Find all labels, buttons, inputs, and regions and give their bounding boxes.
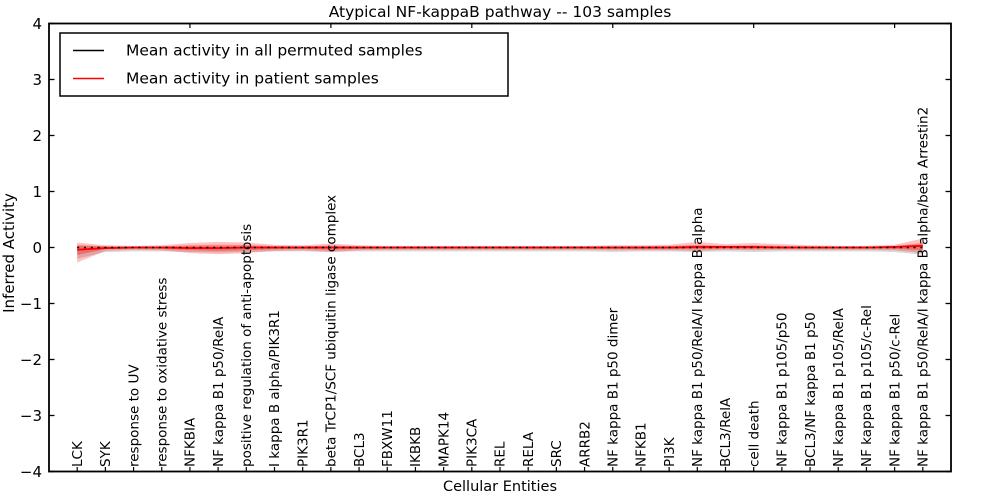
x-tick-label: I kappa B alpha/PIK3R1 <box>267 310 283 467</box>
x-tick-label: BCL3/RelA <box>718 397 734 467</box>
x-tick-label: MAPK14 <box>436 412 452 467</box>
x-tick-label: positive regulation of anti-apoptosis <box>239 224 255 467</box>
x-tick-label: LCK <box>70 440 86 467</box>
tick-layer <box>49 22 951 473</box>
x-tick-label: NF kappa B1 p105/c-Rel <box>859 305 875 467</box>
y-tick-label: −2 <box>20 351 42 369</box>
band-layer <box>77 238 923 263</box>
y-tick-labels: 4 3 2 1 0 −1 −2 −3 −4 <box>20 15 42 481</box>
x-tick-label: NF kappa B1 p50/c-Rel <box>887 314 903 467</box>
x-tick-label: IKBKB <box>408 427 424 467</box>
x-tick-label: RELA <box>521 431 537 467</box>
x-tick-label: NF kappa B1 p50/RelA/I kappa B alpha/bet… <box>916 107 932 467</box>
x-tick-label: FBXW11 <box>380 410 396 467</box>
x-axis-label: Cellular Entities <box>443 479 557 495</box>
x-tick-label: NFKBIA <box>183 417 199 467</box>
y-tick-label: −4 <box>20 463 42 481</box>
legend-label-patient: Mean activity in patient samples <box>126 70 379 88</box>
y-tick-label: 3 <box>32 71 42 89</box>
y-tick-label: 4 <box>32 15 42 33</box>
x-tick-label: beta TrCP1/SCF ubiquitin ligase complex <box>324 195 340 467</box>
y-tick-label: 0 <box>32 239 42 257</box>
y-tick-label: 1 <box>32 183 42 201</box>
x-tick-label: PIK3CA <box>465 418 481 467</box>
x-tick-label: BCL3 <box>352 432 368 467</box>
patient-band-area <box>77 238 923 263</box>
y-axis-label: Inferred Activity <box>0 193 18 313</box>
x-tick-label: response to UV <box>126 364 142 467</box>
x-tick-label: ARRB2 <box>577 421 593 467</box>
x-tick-label: PI3K <box>662 436 678 467</box>
x-tick-label: SYK <box>98 440 114 467</box>
x-tick-label: NFKB1 <box>634 422 650 467</box>
x-tick-label: NF kappa B1 p105/p50 <box>775 313 791 468</box>
y-tick-label: −3 <box>20 407 42 425</box>
permuted-band-area <box>77 245 923 259</box>
patient-band-core <box>77 243 923 256</box>
x-tick-label: NF kappa B1 p50/RelA <box>211 316 227 467</box>
x-tick-label: BCL3/NF kappa B1 p50 <box>803 312 819 467</box>
x-tick-label: response to oxidative stress <box>154 278 170 467</box>
legend-box: Mean activity in all permuted samples Me… <box>59 32 509 97</box>
x-tick-label: PIK3R1 <box>295 419 311 467</box>
legend-frame <box>59 32 509 97</box>
legend-label-permuted: Mean activity in all permuted samples <box>126 42 423 60</box>
x-tick-labels: LCK SYK response to UV response to oxidativ… <box>70 107 932 467</box>
x-tick-label: REL <box>493 441 509 467</box>
x-tick-label: NF kappa B1 p50/RelA/I kappa B alpha <box>690 207 706 467</box>
x-tick-label: NF kappa B1 p105/RelA <box>831 307 847 467</box>
x-tick-label: NF kappa B1 p50 dimer <box>605 307 621 467</box>
x-tick-label: SRC <box>549 440 565 467</box>
x-tick-label: cell death <box>746 400 762 467</box>
chart-title: Atypical NF-kappaB pathway -- 103 sample… <box>329 3 672 21</box>
line-layer <box>77 244 923 251</box>
y-tick-label: −1 <box>20 295 42 313</box>
y-tick-label: 2 <box>32 127 42 145</box>
